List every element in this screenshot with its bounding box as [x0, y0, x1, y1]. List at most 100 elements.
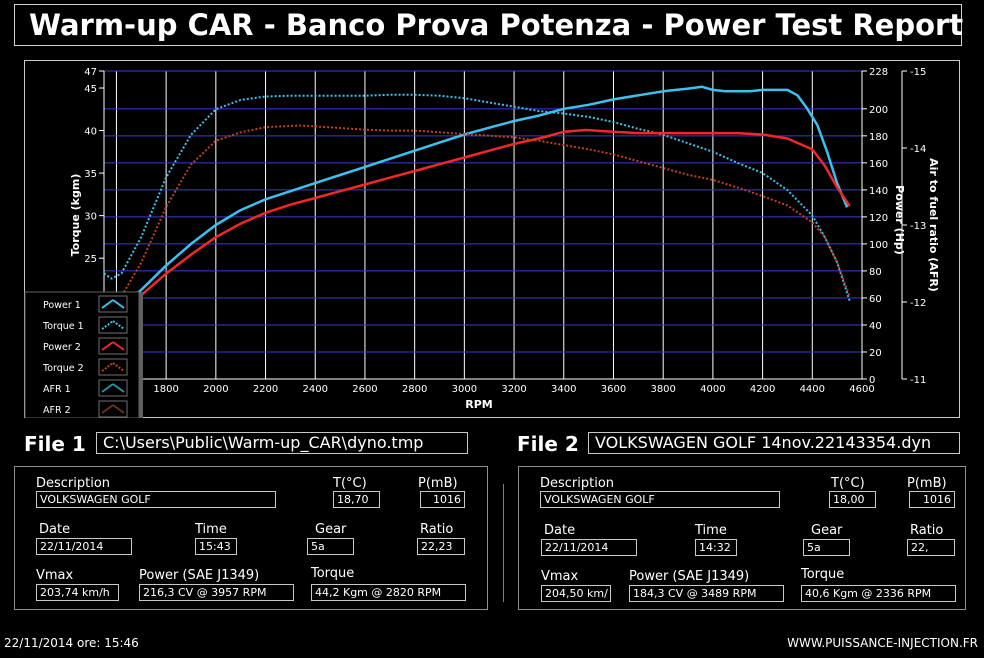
legend-label: Torque 1	[42, 321, 84, 332]
run1-date-field[interactable]: 22/11/2014	[36, 538, 132, 555]
power-tick-label: 228	[869, 67, 888, 78]
run1-temp-label: T(°C)	[333, 476, 367, 491]
legend-swatch-frame	[98, 337, 128, 355]
power-tick-label: 60	[869, 294, 882, 305]
dyno-chart: 1600180020002200240026002800300032003400…	[24, 60, 960, 418]
run2-ratio-field[interactable]: 22,	[907, 539, 955, 556]
legend-box	[24, 291, 140, 418]
x-tick-label: 4400	[800, 384, 825, 395]
series-line-power-2	[103, 128, 851, 327]
legend-swatch-frame	[98, 295, 128, 313]
run1-temp-field[interactable]: 18,70	[333, 491, 380, 508]
legend-swatch-frame	[98, 400, 128, 418]
afr-tick-label: -15	[910, 67, 926, 78]
power-tick-label: 160	[869, 159, 888, 170]
x-tick-label: 2800	[402, 384, 427, 395]
file2-path-field[interactable]: VOLKSWAGEN GOLF 14nov.22143354.dyn	[588, 432, 960, 454]
legend-swatch	[112, 404, 125, 414]
run2-time-field[interactable]: 14:32	[695, 539, 737, 556]
file1-path-field[interactable]: C:\Users\Public\Warm-up_CAR\dyno.tmp	[96, 432, 468, 454]
run1-time-label: Time	[195, 522, 227, 537]
power-tick-label: 80	[869, 267, 882, 278]
file2-label: File 2	[517, 432, 579, 456]
run2-torque-field[interactable]: 40,6 Kgm @ 2336 RPM	[801, 585, 956, 602]
run1-time-field[interactable]: 15:43	[195, 538, 237, 555]
series-line-torque-1	[103, 93, 851, 302]
run2-description-field[interactable]: VOLKSWAGEN GOLF	[540, 491, 780, 508]
legend-swatch	[112, 320, 125, 330]
legend-label: Torque 2	[42, 363, 84, 374]
run2-vmax-field[interactable]: 204,50 km/	[541, 585, 611, 602]
x-tick-label: 1800	[153, 384, 178, 395]
power-tick-label: 140	[869, 186, 888, 197]
run2-gear-field[interactable]: 5a	[803, 539, 850, 556]
run1-power-field[interactable]: 216,3 CV @ 3957 RPM	[139, 584, 294, 601]
legend-swatch	[101, 362, 114, 372]
legend-swatch	[101, 341, 114, 351]
run1-ratio-label: Ratio	[420, 522, 454, 537]
afr-tick-label: -13	[910, 221, 926, 232]
run2-date-field[interactable]: 22/11/2014	[541, 539, 637, 556]
run2-power-label: Power (SAE J1349)	[629, 569, 750, 584]
power-tick-label: 180	[869, 132, 888, 143]
power-tick-label: 120	[869, 213, 888, 224]
legend-label: Power 2	[43, 342, 81, 353]
run1-vmax-label: Vmax	[36, 568, 74, 583]
legend-swatch	[101, 404, 114, 414]
x-tick-label: 4000	[700, 384, 725, 395]
panel-divider	[503, 484, 504, 602]
x-tick-label: 3400	[551, 384, 576, 395]
run2-gear-label: Gear	[811, 523, 843, 538]
torque-tick-label: 35	[84, 169, 97, 180]
torque-axis-title: Torque (kgm)	[69, 174, 82, 257]
legend-swatch-frame	[98, 358, 128, 376]
power-tick-label: 20	[869, 348, 882, 359]
x-tick-label: 2600	[352, 384, 377, 395]
website-link[interactable]: WWW.PUISSANCE-INJECTION.FR	[787, 636, 978, 650]
run2-torque-label: Torque	[801, 567, 845, 582]
run1-description-label: Description	[36, 476, 111, 491]
x-tick-label: 2400	[303, 384, 328, 395]
torque-tick-label: 45	[84, 84, 97, 95]
run1-panel: Description VOLKSWAGEN GOLF T(°C) 18,70 …	[14, 466, 488, 610]
x-tick-label: 4600	[849, 384, 874, 395]
run2-power-field[interactable]: 184,3 CV @ 3489 RPM	[629, 585, 784, 602]
torque-tick-label: 40	[84, 127, 97, 138]
report-title: Warm-up CAR - Banco Prova Potenza - Powe…	[29, 8, 964, 42]
run1-gear-field[interactable]: 5a	[307, 538, 354, 555]
x-tick-label: 2200	[253, 384, 278, 395]
torque-tick-label: 47	[84, 67, 97, 78]
legend-label: AFR 1	[43, 384, 71, 395]
run2-vmax-label: Vmax	[541, 569, 579, 584]
x-tick-label: 3200	[501, 384, 526, 395]
power-tick-label: 0	[869, 375, 875, 386]
run2-ratio-label: Ratio	[910, 523, 944, 538]
power-tick-label: 100	[869, 240, 888, 251]
legend-label: AFR 2	[43, 405, 71, 416]
run1-vmax-field[interactable]: 203,74 km/h	[36, 584, 119, 601]
run1-torque-field[interactable]: 44,2 Kgm @ 2820 RPM	[311, 584, 466, 601]
report-timestamp: 22/11/2014 ore: 15:46	[4, 636, 139, 650]
afr-tick-label: -14	[910, 144, 926, 155]
power-tick-label: 40	[869, 321, 882, 332]
x-tick-label: 3800	[650, 384, 675, 395]
run2-temp-field[interactable]: 18,00	[829, 491, 876, 508]
x-tick-label: 3000	[452, 384, 477, 395]
power-tick-label: 200	[869, 105, 888, 116]
run2-temp-label: T(°C)	[831, 476, 865, 491]
legend-swatch	[101, 299, 114, 309]
run1-pressure-field[interactable]: 1016	[420, 491, 465, 508]
x-tick-label: 3600	[601, 384, 626, 395]
series-line-power-1	[103, 85, 849, 321]
run2-pressure-field[interactable]: 1016	[909, 491, 955, 508]
run1-ratio-field[interactable]: 22,23	[417, 538, 465, 555]
legend-swatch	[112, 383, 125, 393]
afr-tick-label: -12	[910, 298, 926, 309]
run1-pressure-label: P(mB)	[418, 476, 458, 491]
run1-description-field[interactable]: VOLKSWAGEN GOLF	[36, 491, 276, 508]
legend-swatch	[101, 383, 114, 393]
legend-swatch	[112, 341, 125, 351]
power-axis-title: Power (Hp)	[893, 185, 906, 255]
x-tick-label: 2000	[203, 384, 228, 395]
legend-scrollbar	[139, 292, 143, 418]
